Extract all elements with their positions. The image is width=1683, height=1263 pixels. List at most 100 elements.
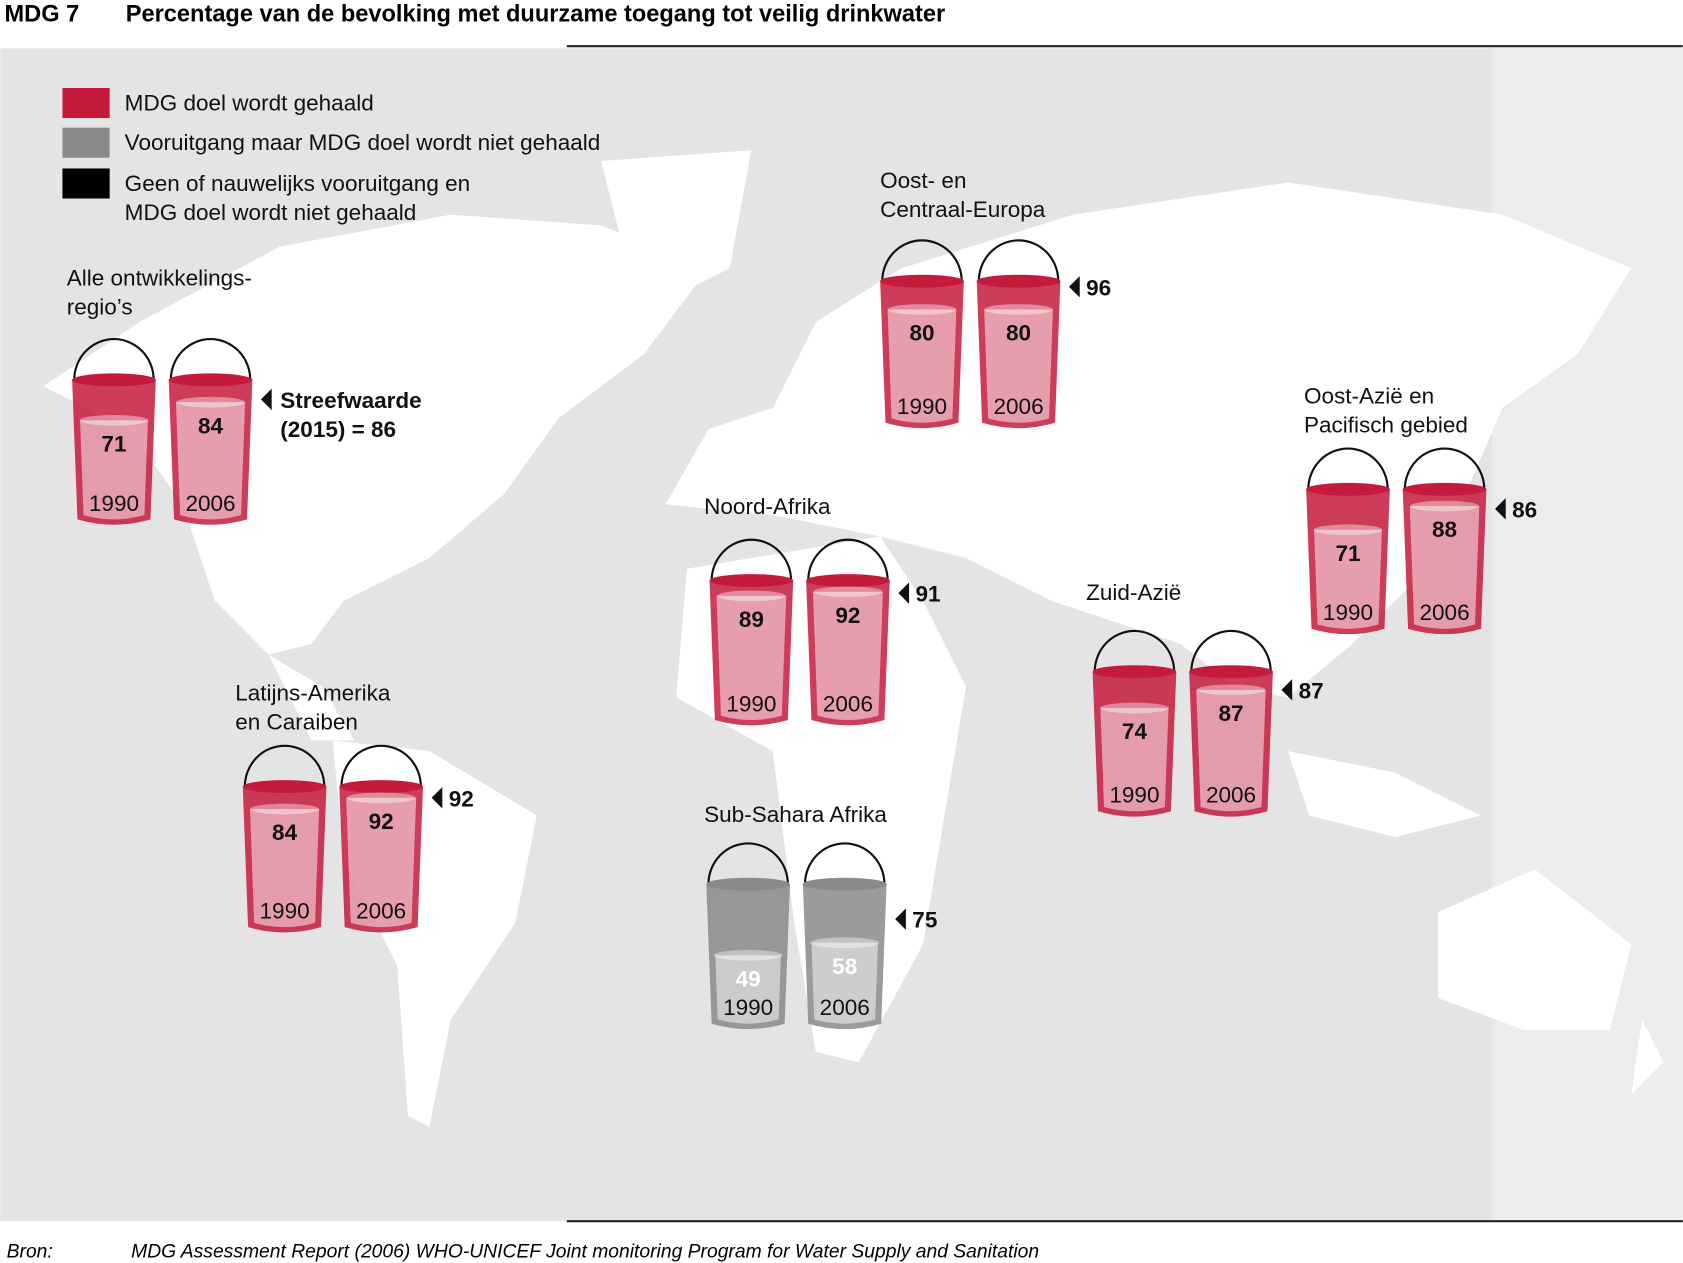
region-name: regio’s	[67, 294, 133, 319]
value-label: 87	[1219, 701, 1244, 726]
bucket-handle	[169, 338, 252, 380]
target-marker	[1068, 276, 1080, 298]
year-label: 2006	[1206, 783, 1256, 808]
target-label: (2015) = 86	[280, 417, 396, 442]
value-label: 84	[198, 413, 224, 438]
bucket-handle	[710, 538, 793, 581]
legend-label: Vooruitgang maar MDG doel wordt niet geh…	[125, 130, 601, 155]
bucket-rim	[339, 780, 424, 793]
water-surface	[813, 586, 883, 598]
bucket-handle	[1190, 629, 1272, 672]
region: Alle ontwikkelings-regio’s 71 1990 84 2006 St…	[67, 265, 422, 525]
water-surface	[1410, 500, 1479, 512]
water-surface	[176, 396, 245, 408]
bucket-rim	[242, 780, 327, 793]
region-name: Centraal-Europa	[880, 197, 1046, 222]
region: Oost-Azië en Pacifisch gebied 71 1990 88 2006…	[1304, 383, 1537, 635]
year-label: 2006	[994, 394, 1044, 419]
value-label: 58	[832, 954, 857, 979]
target-label: 75	[912, 908, 937, 933]
value-label: 71	[101, 431, 126, 456]
bucket-water	[1196, 689, 1266, 812]
target-label: 96	[1086, 275, 1111, 300]
year-label: 1990	[260, 899, 310, 924]
value-label: 92	[835, 603, 860, 628]
value-label: 74	[1122, 719, 1148, 744]
bucket-handle	[340, 744, 422, 787]
water-surface	[717, 590, 786, 602]
target-label: 91	[916, 582, 941, 607]
year-label: 1990	[89, 491, 139, 516]
water-surface	[346, 792, 416, 804]
region: Noord-Afrika 89 1990 92 2006 91	[704, 494, 941, 726]
year-label: 2006	[185, 491, 235, 516]
bucket-rim	[880, 274, 964, 288]
water-surface	[79, 414, 149, 426]
region: Oost- en Centraal-Europa 80 1990 80 2006 96	[880, 168, 1111, 429]
region-name: Latijns-Amerika	[235, 681, 391, 706]
region-name: en Caraiben	[235, 710, 358, 735]
bucket-rim	[806, 574, 890, 587]
target-label: 92	[449, 786, 474, 811]
region-name: Alle ontwikkelings-	[67, 265, 252, 290]
bucket-handle	[73, 338, 155, 380]
bucket-handle	[977, 239, 1060, 282]
bucket-water	[811, 942, 878, 1024]
year-label: 2006	[820, 995, 870, 1020]
water-surface	[810, 937, 880, 949]
year-label: 1990	[726, 691, 776, 716]
year-label: 1990	[1323, 600, 1373, 625]
value-label: 92	[369, 809, 394, 834]
water-surface	[713, 949, 783, 961]
bucket-handle	[707, 842, 789, 885]
bucket-water	[1100, 708, 1169, 812]
value-label: 71	[1335, 541, 1360, 566]
year-label: 2006	[1420, 600, 1470, 625]
bucket-rim	[802, 877, 887, 891]
bucket-rim	[1402, 482, 1487, 496]
year-label: 1990	[723, 995, 773, 1020]
bucket-rim	[1189, 665, 1273, 679]
bucket-rim	[1306, 482, 1390, 496]
region: Zuid-Azië 74 1990 87 2006 87	[1086, 580, 1324, 817]
bucket-water	[249, 809, 320, 928]
legend-swatch	[62, 127, 110, 158]
water-surface	[1100, 702, 1169, 714]
water-surface	[1313, 524, 1383, 536]
bucket-water	[716, 595, 787, 721]
target-marker	[895, 908, 906, 930]
year-label: 2006	[823, 691, 873, 716]
bucket-water	[1314, 529, 1382, 629]
bucket-rim	[709, 574, 794, 587]
value-label: 80	[909, 321, 934, 346]
year-label: 1990	[897, 394, 947, 419]
target-label: Streefwaarde	[280, 388, 421, 413]
water-surface	[1196, 684, 1266, 696]
legend-label: MDG doel wordt niet gehaald	[125, 200, 417, 225]
target-marker	[898, 582, 910, 604]
legend-label: Geen of nauwelijks vooruitgang en	[125, 171, 470, 196]
legend-swatch	[62, 87, 110, 119]
bucket-rim	[168, 373, 253, 387]
bucket-handle	[1093, 629, 1176, 672]
bucket-handle	[807, 538, 889, 581]
target-label: 86	[1512, 497, 1537, 522]
value-label: 84	[272, 820, 298, 845]
bucket-rim	[976, 274, 1061, 288]
year-label: 1990	[1109, 783, 1159, 808]
region-name: Sub-Sahara Afrika	[704, 802, 887, 827]
value-label: 49	[736, 966, 761, 991]
value-label: 89	[739, 607, 764, 632]
bucket-water	[812, 591, 883, 721]
source-label: Bron:	[7, 1242, 53, 1263]
region-name: Oost- en	[880, 168, 966, 193]
bucket-water	[1409, 506, 1480, 629]
bucket-water	[80, 420, 148, 520]
bucket-water	[715, 955, 781, 1024]
legend-swatch	[62, 168, 110, 199]
bucket-water	[175, 402, 246, 520]
bucket-water	[984, 309, 1053, 423]
water-surface	[984, 304, 1053, 315]
value-label: 80	[1006, 321, 1031, 346]
target-marker	[431, 787, 443, 809]
